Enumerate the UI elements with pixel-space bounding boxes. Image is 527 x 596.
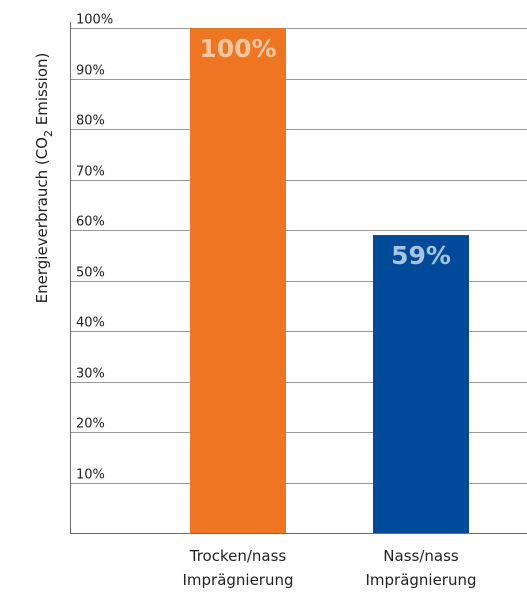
bar: [190, 28, 286, 533]
category-label: Trocken/nass: [189, 547, 287, 565]
category-label: Nass/nass: [383, 547, 459, 565]
y-axis-title-suffix: Emission): [33, 53, 51, 130]
y-tick-label: 100%: [76, 13, 113, 28]
bar-data-label: 100%: [199, 34, 276, 63]
y-tick-labels: 10% 20% 30% 40% 50% 60% 70% 80% 90% 100%: [76, 13, 113, 483]
axes: [70, 22, 527, 534]
y-tick-label: 10%: [76, 468, 105, 483]
data-labels: 100% 59%: [199, 34, 451, 270]
y-tick-label: 60%: [76, 215, 105, 230]
bars: [190, 28, 469, 534]
category-labels: Trocken/nass Imprägnierung Nass/nass Impräg…: [182, 547, 476, 589]
category-label: Imprägnierung: [365, 571, 476, 589]
gridlines: [70, 28, 527, 484]
y-tick-label: 80%: [76, 114, 105, 129]
y-axis-title-subscript: 2: [42, 130, 55, 137]
y-tick-label: 70%: [76, 165, 105, 180]
y-tick-label: 50%: [76, 266, 105, 281]
y-tick-label: 40%: [76, 316, 105, 331]
y-axis-title: Energieverbrauch (CO2 Emission): [33, 53, 55, 304]
y-tick-label: 20%: [76, 417, 105, 432]
y-tick-label: 30%: [76, 367, 105, 382]
y-tick-label: 90%: [76, 64, 105, 79]
category-label: Imprägnierung: [182, 571, 293, 589]
y-axis-title-main: Energieverbrauch (CO: [33, 137, 51, 303]
bar: [373, 235, 469, 534]
bar-data-label: 59%: [391, 241, 451, 270]
